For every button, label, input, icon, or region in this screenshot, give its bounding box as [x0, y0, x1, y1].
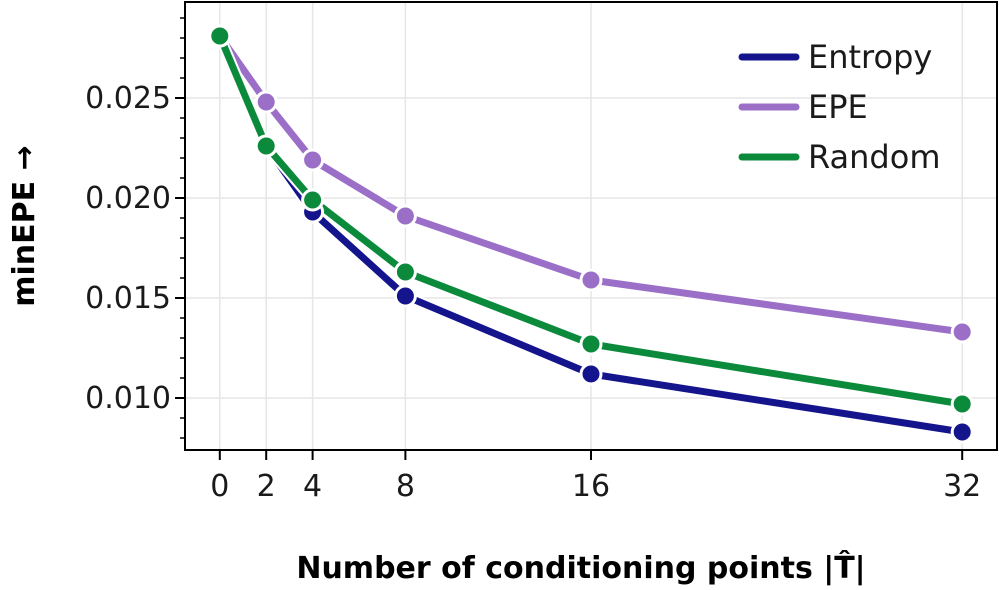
y-axis-title: minEPE →: [7, 145, 42, 306]
data-point: [301, 148, 325, 172]
markers-random: [208, 24, 974, 416]
y-tick-label: 0.010: [85, 381, 171, 416]
data-point: [301, 188, 325, 212]
data-point: [950, 320, 974, 344]
legend-label: Random: [808, 138, 940, 176]
x-tick-label: 32: [943, 469, 981, 504]
legend: Entropy EPE Random: [738, 38, 940, 176]
series-line: [216, 32, 966, 336]
series-epe: [214, 30, 968, 338]
x-axis: 0 2 4 8 16 32: [210, 450, 981, 504]
x-tick-label: 16: [572, 469, 610, 504]
y-axis: 0.010 0.015 0.020 0.025: [85, 17, 185, 439]
data-point: [579, 332, 603, 356]
data-point: [950, 392, 974, 416]
y-tick-label: 0.020: [85, 181, 171, 216]
series-line: [216, 32, 966, 408]
data-point: [208, 24, 232, 48]
series-random: [214, 30, 968, 410]
data-point: [579, 268, 603, 292]
data-point: [393, 284, 417, 308]
data-point: [254, 90, 278, 114]
y-tick-label: 0.025: [85, 81, 171, 116]
legend-label: Entropy: [808, 38, 932, 76]
data-point: [579, 362, 603, 386]
y-tick-label: 0.015: [85, 281, 171, 316]
data-point: [254, 134, 278, 158]
legend-item-random: Random: [738, 138, 940, 176]
legend-item-epe: EPE: [738, 88, 868, 126]
legend-label: EPE: [808, 88, 868, 126]
x-tick-label: 4: [303, 469, 322, 504]
markers-epe: [208, 24, 974, 344]
grid: [185, 2, 997, 450]
data-point: [950, 420, 974, 444]
x-tick-label: 0: [210, 469, 229, 504]
data-point: [393, 260, 417, 284]
legend-item-entropy: Entropy: [738, 38, 932, 76]
x-tick-label: 2: [257, 469, 276, 504]
x-axis-title: Number of conditioning points |T̂|: [296, 551, 865, 586]
x-tick-label: 8: [396, 469, 415, 504]
data-point: [393, 204, 417, 228]
series-layer: [208, 24, 974, 444]
